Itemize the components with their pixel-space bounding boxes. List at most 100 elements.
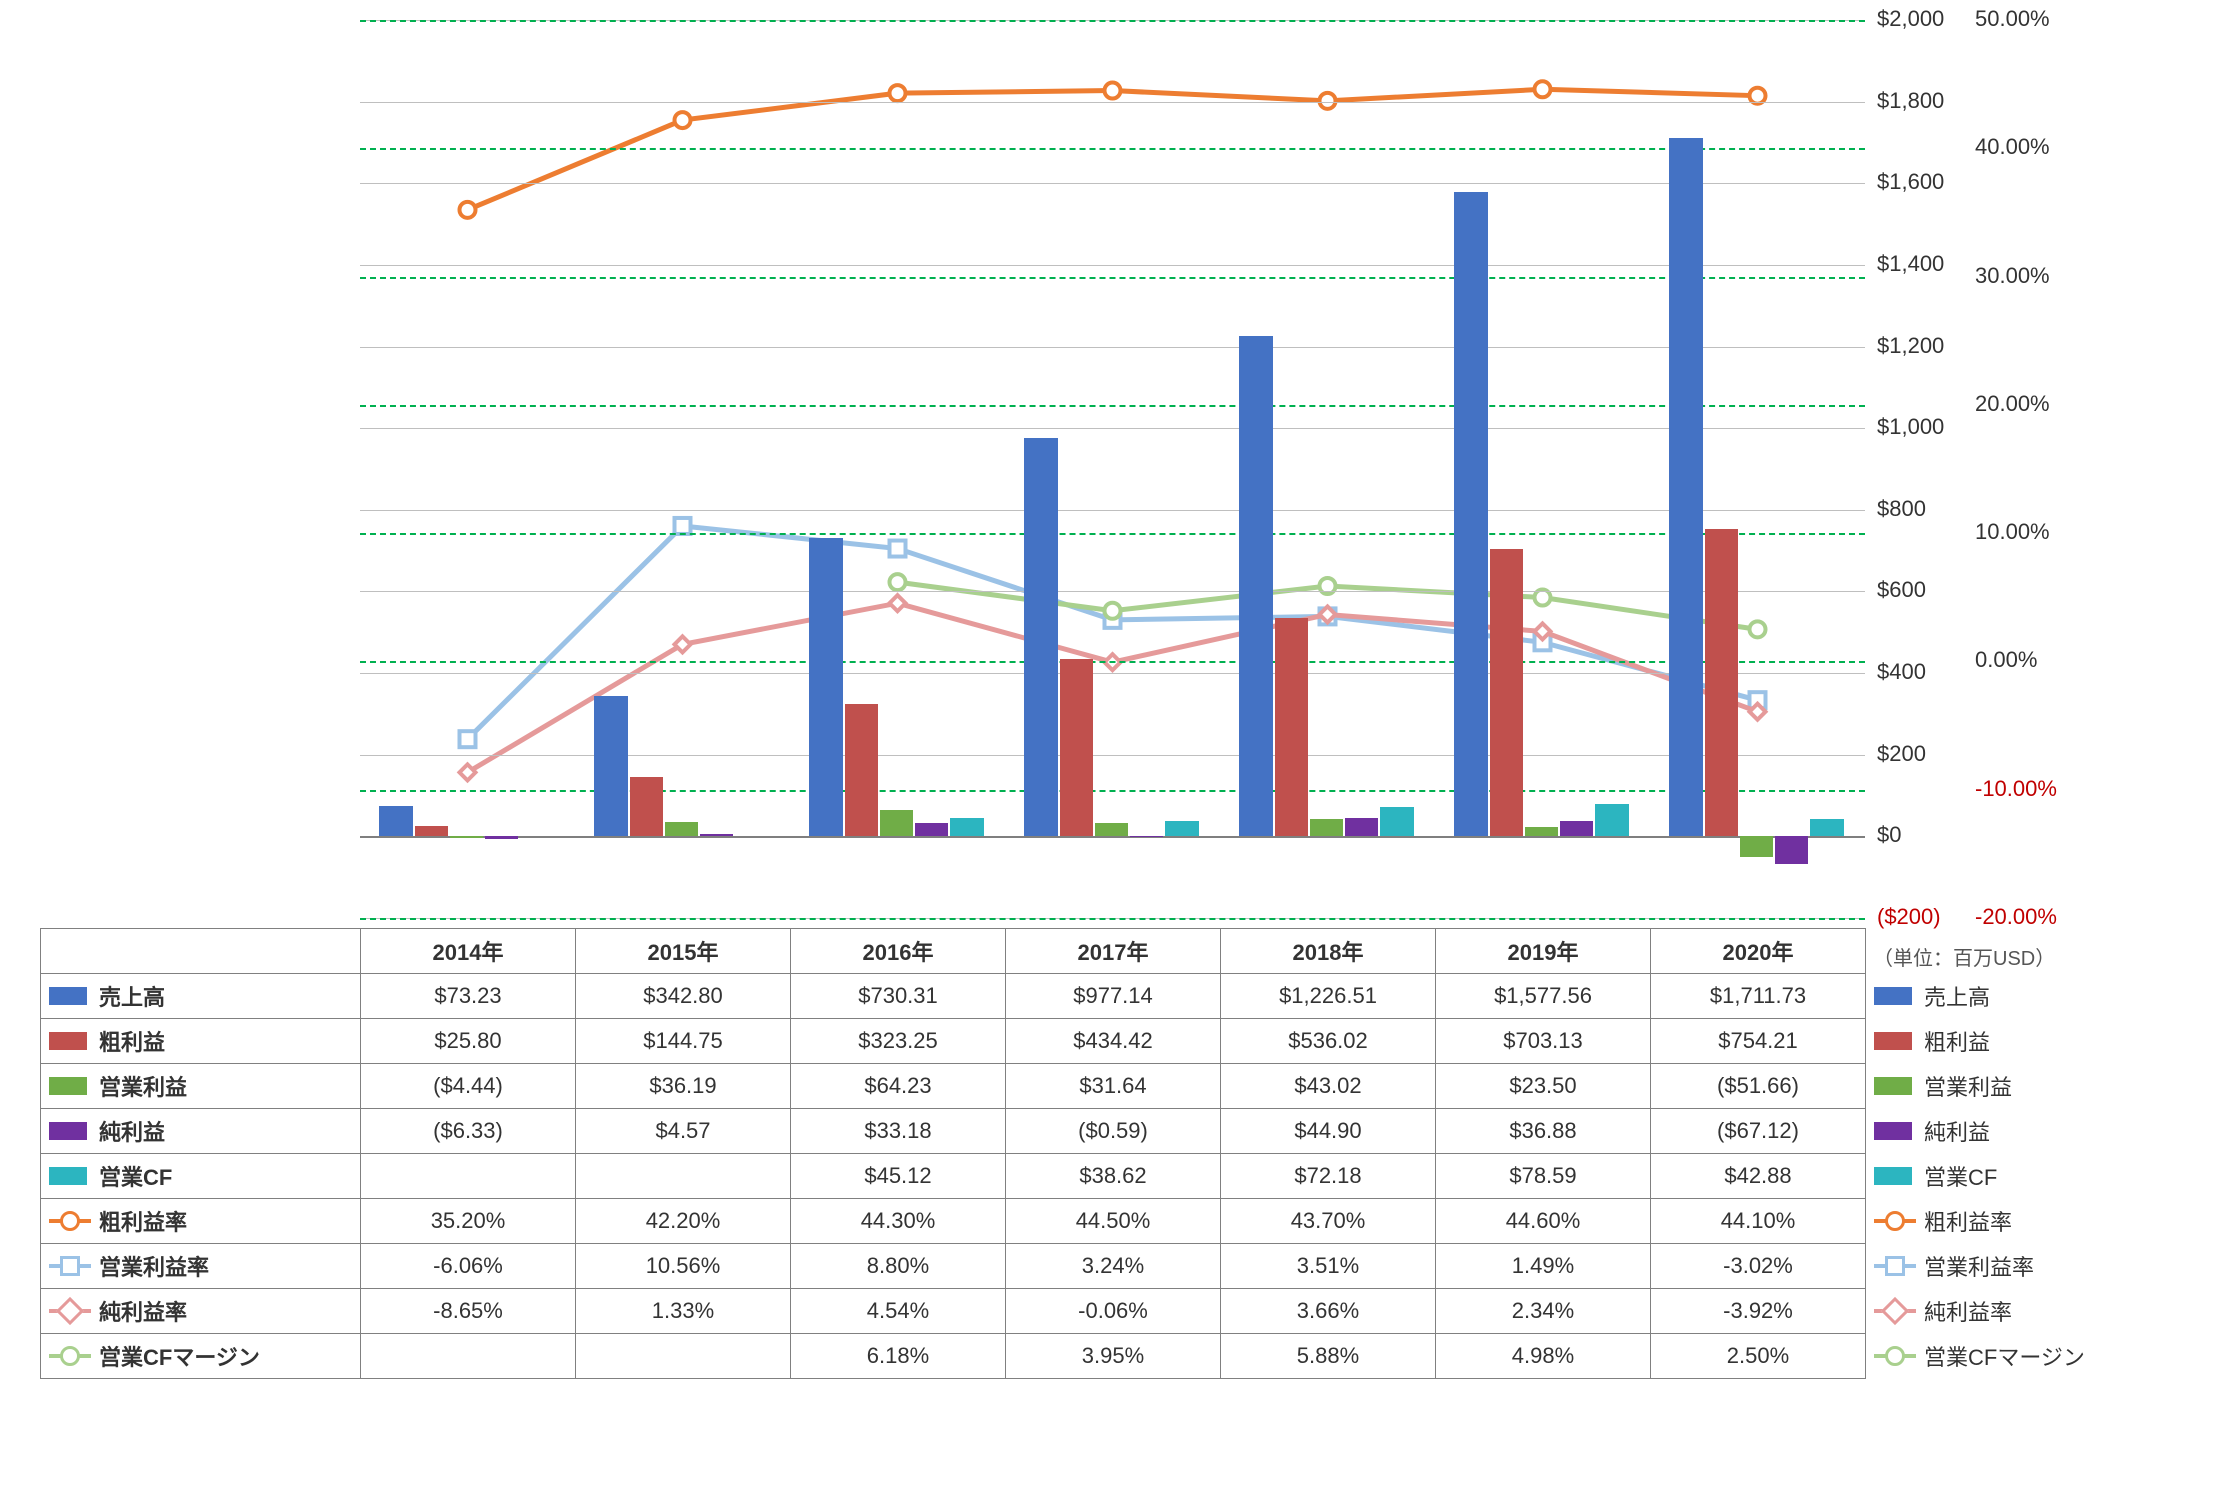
year-header: 2019年 xyxy=(1436,929,1651,974)
table-cell: 44.50% xyxy=(1006,1199,1221,1244)
marker xyxy=(890,85,906,101)
table-cell: $144.75 xyxy=(576,1019,791,1064)
marker xyxy=(1105,83,1121,99)
table-cell: $730.31 xyxy=(791,974,1006,1019)
marker xyxy=(1750,621,1766,637)
bar xyxy=(665,822,698,837)
table-cell: $45.12 xyxy=(791,1154,1006,1199)
table-cell: $31.64 xyxy=(1006,1064,1221,1109)
bar xyxy=(1275,618,1308,837)
y2-tick-label: 40.00% xyxy=(1975,136,2050,158)
table-cell: 10.56% xyxy=(576,1244,791,1289)
row-header: 粗利益率 xyxy=(41,1199,361,1244)
y1-tick-label: $600 xyxy=(1877,579,1926,601)
y2-tick-label: -10.00% xyxy=(1975,778,2057,800)
y1-tick-label: $1,000 xyxy=(1877,416,1944,438)
bar xyxy=(1595,804,1628,836)
table-cell: $434.42 xyxy=(1006,1019,1221,1064)
table-cell: $43.02 xyxy=(1221,1064,1436,1109)
bar xyxy=(1525,827,1558,837)
y2-tick-label: -20.00% xyxy=(1975,906,2057,928)
bar xyxy=(1705,529,1738,837)
bar xyxy=(1165,821,1198,837)
table-cell: 35.20% xyxy=(361,1199,576,1244)
y2-tick-label: 50.00% xyxy=(1975,8,2050,30)
legend-entry: 純利益率 xyxy=(1866,1289,2206,1334)
legend-entry: 営業CF xyxy=(1866,1154,2206,1199)
y1-tick-label: $1,600 xyxy=(1877,171,1944,193)
table-cell: 1.49% xyxy=(1436,1244,1651,1289)
year-header: 2014年 xyxy=(361,929,576,974)
plot-area: ($200)$0$200$400$600$800$1,000$1,200$1,4… xyxy=(360,20,1865,918)
year-header: 2018年 xyxy=(1221,929,1436,974)
bar xyxy=(1060,659,1093,836)
table-cell: 2.50% xyxy=(1651,1334,1866,1379)
table-cell: $64.23 xyxy=(791,1064,1006,1109)
table-cell: ($6.33) xyxy=(361,1109,576,1154)
table-cell: $42.88 xyxy=(1651,1154,1866,1199)
bar xyxy=(1490,549,1523,836)
row-header: 純利益率 xyxy=(41,1289,361,1334)
marker xyxy=(890,574,906,590)
table-cell: $36.88 xyxy=(1436,1109,1651,1154)
year-header: 2017年 xyxy=(1006,929,1221,974)
bar xyxy=(915,823,948,837)
table-cell: $703.13 xyxy=(1436,1019,1651,1064)
table-cell: 43.70% xyxy=(1221,1199,1436,1244)
marker xyxy=(1105,603,1121,619)
bar xyxy=(1740,836,1773,857)
data-table: 2014年2015年2016年2017年2018年2019年2020年 売上高$… xyxy=(40,928,2206,1379)
table-cell: $78.59 xyxy=(1436,1154,1651,1199)
legend-entry: 営業利益 xyxy=(1866,1064,2206,1109)
table-region: 2014年2015年2016年2017年2018年2019年2020年 売上高$… xyxy=(40,928,2205,1379)
bar xyxy=(1669,138,1702,837)
bar xyxy=(1310,819,1343,837)
legend-entry: 売上高 xyxy=(1866,974,2206,1019)
table-cell: 3.51% xyxy=(1221,1244,1436,1289)
year-header: 2016年 xyxy=(791,929,1006,974)
bar xyxy=(1095,823,1128,836)
table-cell: 3.66% xyxy=(1221,1289,1436,1334)
marker xyxy=(675,518,691,534)
table-cell: $38.62 xyxy=(1006,1154,1221,1199)
line-series xyxy=(468,526,1758,739)
table-cell: -3.92% xyxy=(1651,1289,1866,1334)
table-cell: 44.10% xyxy=(1651,1199,1866,1244)
row-header: 粗利益 xyxy=(41,1019,361,1064)
y1-tick-label: ($200) xyxy=(1877,906,1941,928)
bar xyxy=(379,806,412,836)
table-cell: ($67.12) xyxy=(1651,1109,1866,1154)
bar xyxy=(809,538,842,836)
table-cell: 8.80% xyxy=(791,1244,1006,1289)
table-cell xyxy=(361,1334,576,1379)
table-cell: -0.06% xyxy=(1006,1289,1221,1334)
bar xyxy=(450,836,483,838)
table-cell: $23.50 xyxy=(1436,1064,1651,1109)
marker xyxy=(1535,81,1551,97)
marker xyxy=(890,541,906,557)
row-header: 純利益 xyxy=(41,1109,361,1154)
legend-entry: 粗利益率 xyxy=(1866,1199,2206,1244)
table-cell: -8.65% xyxy=(361,1289,576,1334)
bar xyxy=(1345,818,1378,836)
y1-tick-label: $1,200 xyxy=(1877,335,1944,357)
bar xyxy=(1775,836,1808,863)
table-cell: 5.88% xyxy=(1221,1334,1436,1379)
table-cell: ($51.66) xyxy=(1651,1064,1866,1109)
table-cell: $44.90 xyxy=(1221,1109,1436,1154)
table-cell: $4.57 xyxy=(576,1109,791,1154)
row-header: 営業CFマージン xyxy=(41,1334,361,1379)
table-cell: 6.18% xyxy=(791,1334,1006,1379)
y1-tick-label: $400 xyxy=(1877,661,1926,683)
table-cell: $1,226.51 xyxy=(1221,974,1436,1019)
table-cell xyxy=(361,1154,576,1199)
row-header: 営業利益 xyxy=(41,1064,361,1109)
figure-container: ($200)$0$200$400$600$800$1,000$1,200$1,4… xyxy=(0,0,2221,1500)
marker xyxy=(460,731,476,747)
table-cell: $25.80 xyxy=(361,1019,576,1064)
unit-label: （単位：百万USD） xyxy=(1873,942,2055,971)
bar xyxy=(1024,438,1057,837)
bar xyxy=(594,696,627,836)
marker xyxy=(460,202,476,218)
table-cell xyxy=(576,1154,791,1199)
